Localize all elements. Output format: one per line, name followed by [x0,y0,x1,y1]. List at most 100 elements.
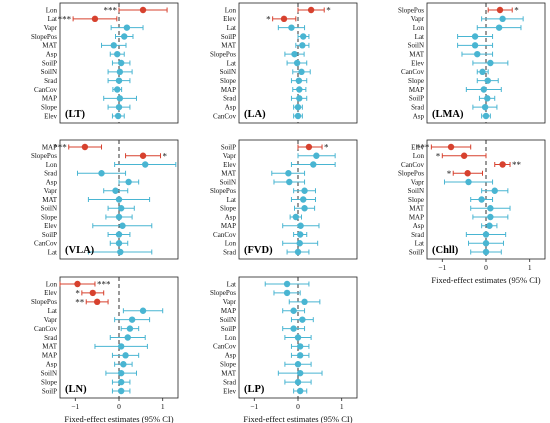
point-estimate [294,248,302,256]
row-label: SoilN [220,178,236,186]
point-estimate [471,33,479,40]
point-estimate [283,289,291,297]
point-estimate [301,187,308,194]
point-estimate [301,298,308,306]
point-estimate [126,325,134,332]
point-estimate [117,378,125,386]
row-label: MAP [221,307,236,315]
forest-panel: LatSlopePosVaprMAPSoilNSoilPLonCanCovAsp… [210,276,358,399]
point-estimate [300,33,307,40]
row-label: Vapr [44,187,58,195]
row-label: SlopePos [210,187,236,195]
row-label: Srad [411,103,424,111]
row-label: Slope [41,378,57,386]
significance-stars: * [326,6,331,16]
row-label: CanCov [401,161,424,169]
row-label: SoilP [42,59,57,67]
row-label: MAP [42,352,57,360]
row-label: Vapr [411,15,425,23]
point-estimate [115,231,123,238]
row-label: Srad [223,95,236,103]
significance-stars: * [266,14,271,24]
point-estimate [482,231,490,238]
point-estimate [482,240,490,247]
point-estimate [299,316,306,323]
point-estimate [294,378,302,386]
row-label: Lat [48,248,57,256]
point-estimate [474,50,481,58]
row-label: Lon [225,240,237,248]
point-estimate [480,86,488,93]
point-estimate [471,42,479,49]
point-estimate [124,334,131,341]
row-label: Asp [46,178,58,186]
panel-label: (LT) [65,109,86,120]
point-estimate [313,152,320,159]
row-label: Elev [223,161,236,169]
point-estimate [487,213,494,221]
x-tick-label: −1 [250,402,258,411]
row-label: SoilN [220,316,236,324]
row-label: Slope [41,213,57,221]
point-estimate [487,59,494,67]
point-estimate [115,196,123,203]
point-estimate [310,161,317,168]
row-label: MAP [409,213,424,221]
row-label: Elev [44,289,57,297]
row-label: Asp [413,112,425,120]
point-estimate [496,6,504,14]
point-estimate [482,248,490,256]
point-estimate [117,369,125,377]
row-label: Lat [227,24,236,32]
point-estimate [117,343,125,350]
row-label: SoilP [409,248,424,256]
point-estimate [91,15,99,23]
row-label: SoilP [221,325,236,333]
significance-stars: * [324,143,329,153]
point-estimate [305,143,313,151]
row-label: Lon [46,6,58,14]
row-label: Lon [46,161,58,169]
x-tick-label: −1 [438,263,446,272]
forest-panel: Elev***Lon * CanCov ** SlopePos * VaprSoilNSlo… [398,139,546,260]
point-estimate [290,325,297,332]
point-estimate [139,307,147,314]
row-label: MAP [42,95,57,103]
row-label: Srad [44,170,57,178]
row-label: SlopePos [398,170,424,178]
point-estimate [116,95,124,102]
point-estimate [464,170,471,177]
x-tick-label: 1 [528,263,532,272]
row-label: SoilN [408,42,424,50]
forest-panel: Lon ***Lat ***VaprSlopePosMATAspSoilPSoilN… [31,2,179,124]
point-estimate [301,205,308,212]
row-label: CanCov [213,112,236,120]
point-estimate [447,143,455,151]
row-label: MAP [221,86,236,94]
point-estimate [81,143,89,151]
x-axis-title: Fixed-effect estimates (95% CI) [243,414,352,423]
point-estimate [286,178,293,186]
row-label: SoilN [408,187,424,195]
significance-stars: * [163,151,168,161]
point-estimate [290,307,297,314]
point-estimate [296,231,304,238]
point-estimate [294,112,302,120]
point-estimate [116,68,124,76]
point-estimate [139,152,147,159]
row-label: MAT [221,369,237,377]
x-axis-title: Fixed-effect estimates (95% CI) [431,275,540,285]
significance-stars: *** [53,143,67,153]
row-label: MAT [409,205,425,213]
point-estimate [499,161,506,168]
point-estimate [481,103,489,111]
row-label: MAT [42,196,58,204]
point-estimate [482,112,490,120]
point-estimate [292,213,300,221]
row-label: Vapr [223,152,237,160]
point-estimate [293,59,301,67]
row-label: Slope [220,77,236,85]
point-estimate [115,77,123,84]
point-estimate [119,222,126,229]
x-axis-title: Fixed-effect estimates (95% CI) [64,414,173,423]
